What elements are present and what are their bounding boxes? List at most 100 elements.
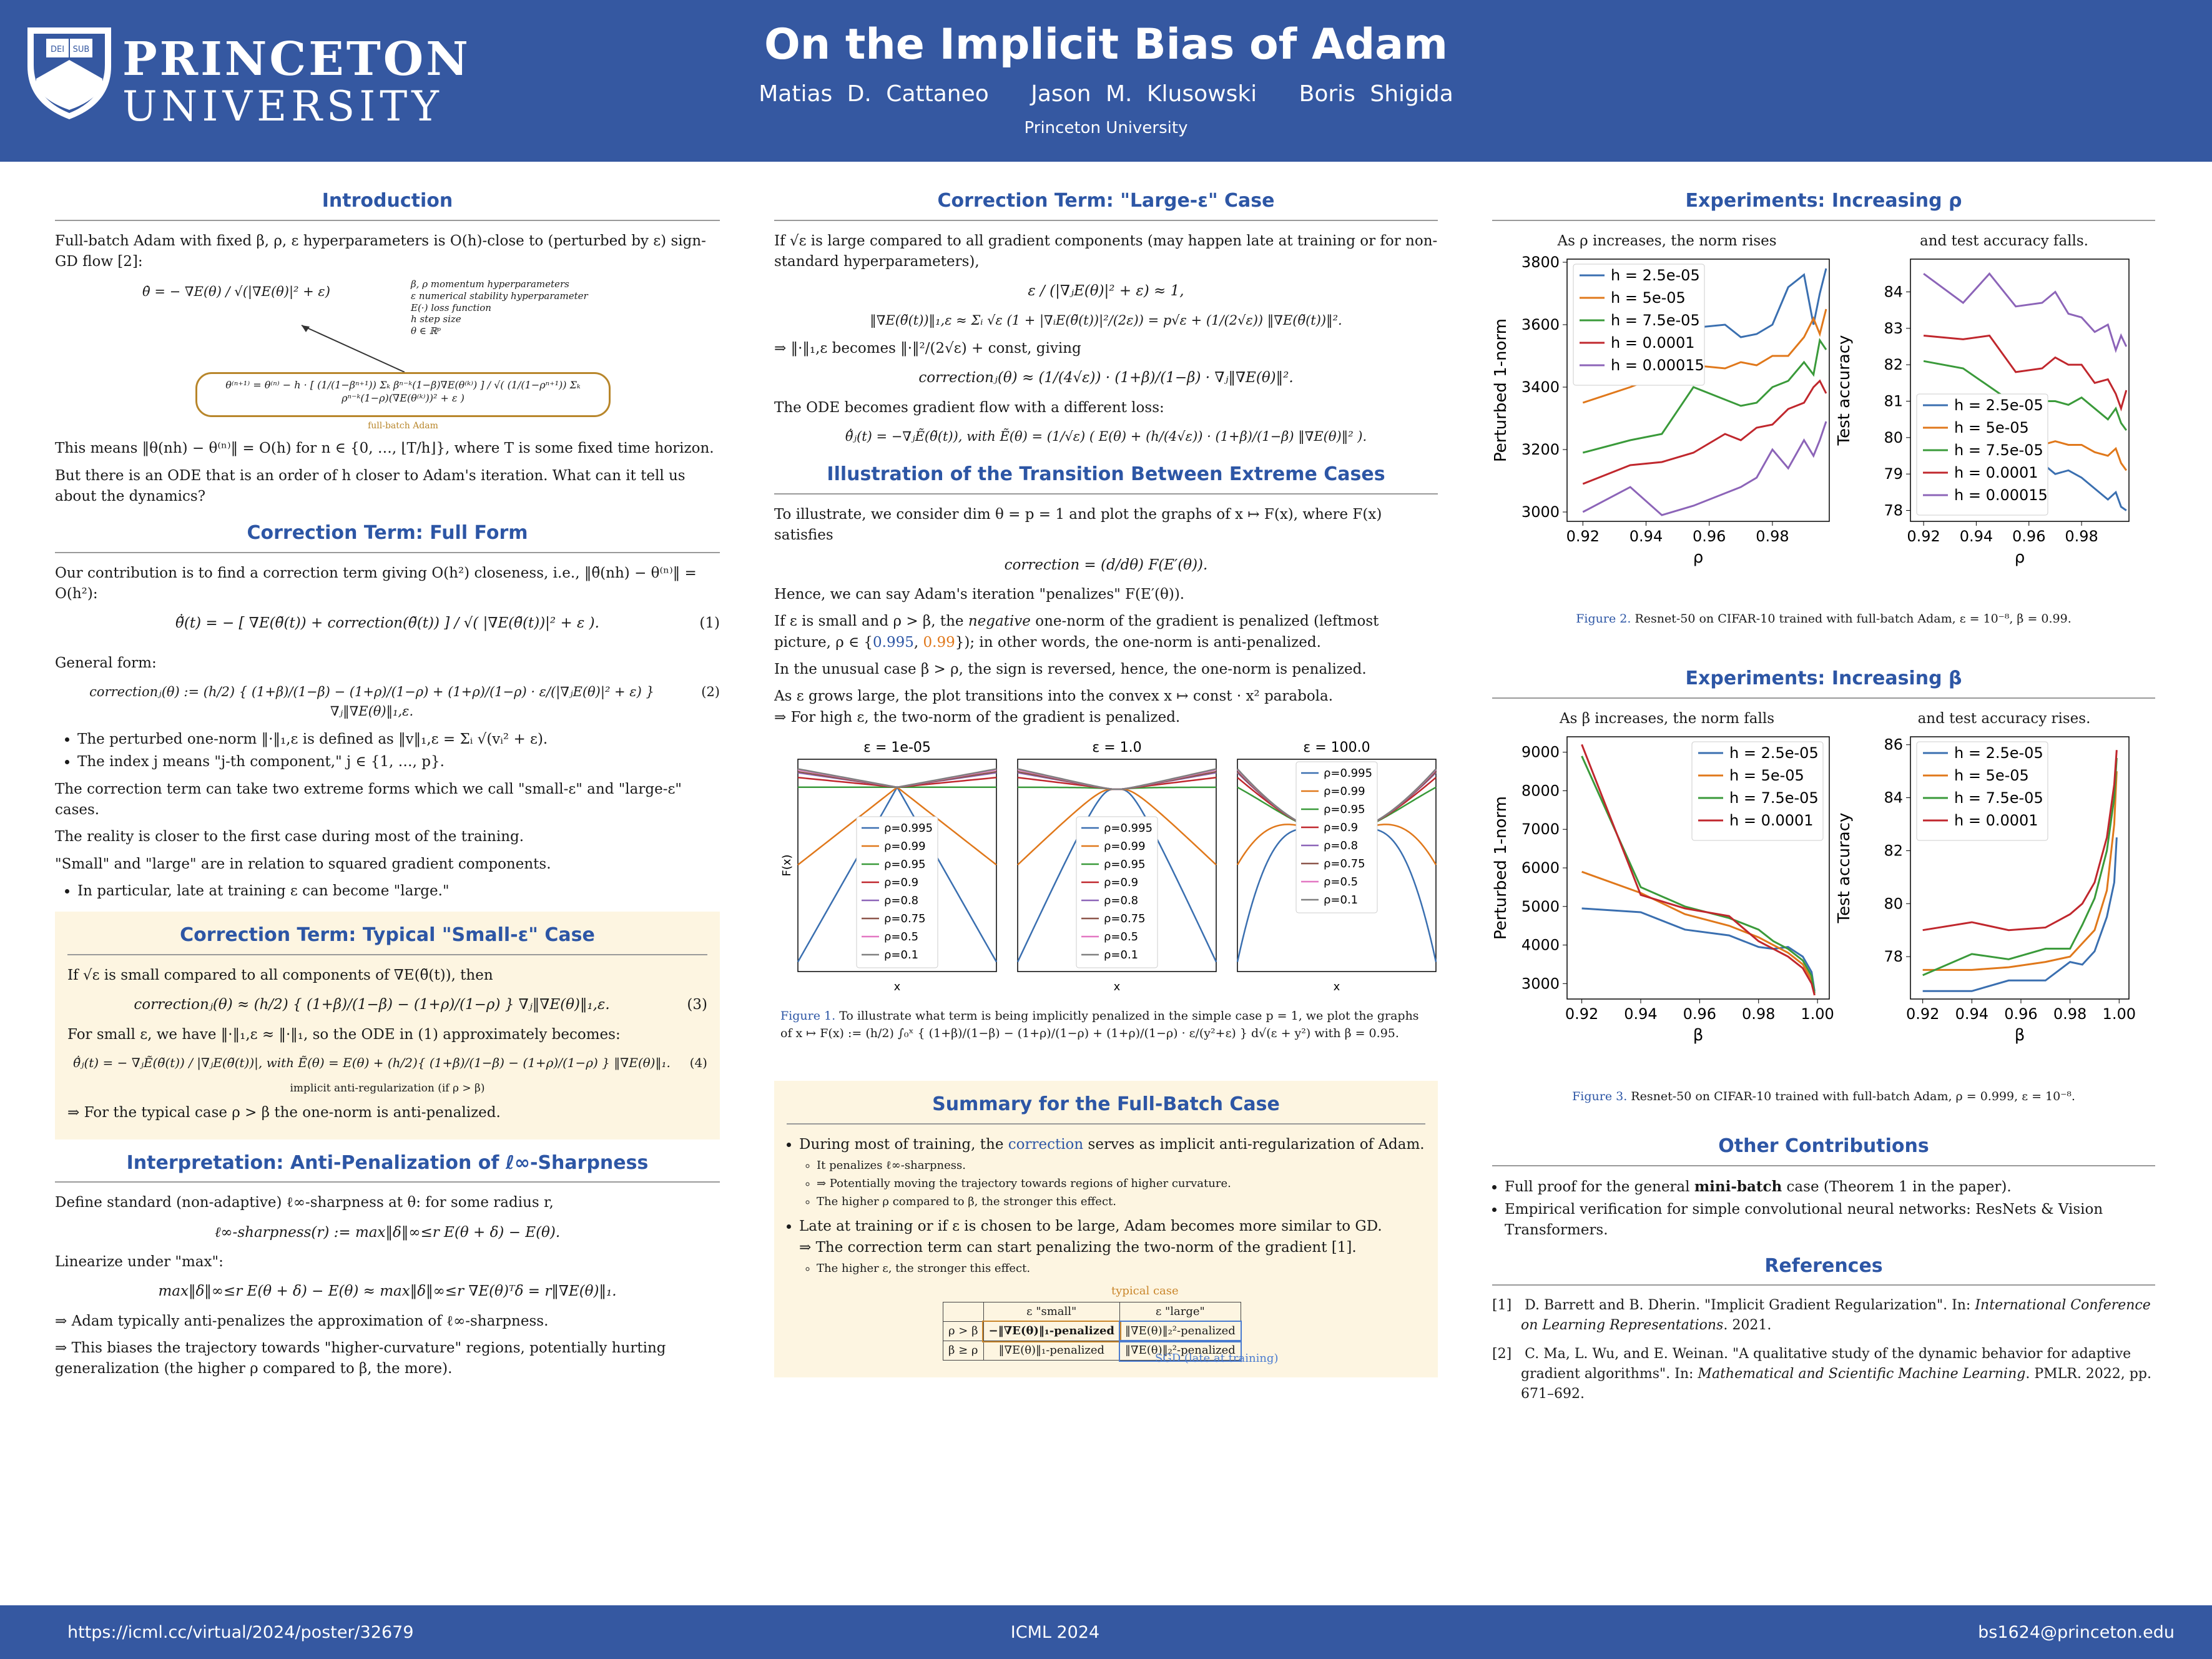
large-eps-equation: correctionⱼ(θ) ≈ (1/(4√ε)) · (1+β)/(1−β)…: [918, 370, 1294, 386]
legend-label: ρ=0.9: [1104, 876, 1138, 889]
small-eps-paragraph: For small ε, we have ‖·‖₁,ε ≈ ‖·‖₁, so t…: [67, 1026, 621, 1043]
x-tick-label: 0.96: [1683, 1005, 1716, 1023]
legend-label: h = 0.00015: [1611, 357, 1704, 374]
list-item: The perturbed one-norm ‖·‖₁,ε is defined…: [77, 729, 720, 750]
x-axis-label: β: [2015, 1026, 2025, 1045]
legend-label: ρ=0.95: [1324, 803, 1365, 816]
y-tick-label: 3400: [1521, 378, 1560, 396]
y-tick-label: 7000: [1521, 820, 1560, 838]
legend-box: [1691, 741, 1824, 841]
text-span: case (Theorem 1 in the paper).: [1782, 1178, 2012, 1195]
reference-item: [1] D. Barrett and B. Dherin. "Implicit …: [1492, 1296, 2155, 1336]
legend-label: ρ=0.995: [1104, 822, 1153, 835]
caption-label: Figure 3.: [1572, 1089, 1628, 1103]
large-eps-paragraph: The ODE becomes gradient flow with a dif…: [774, 399, 1164, 416]
section-title-other: Other Contributions: [1492, 1133, 2155, 1166]
interp-paragraph: ⇒ This biases the trajectory towards "hi…: [55, 1340, 666, 1377]
figure-2-caption: Figure 2. Resnet-50 on CIFAR-10 trained …: [1498, 611, 2149, 628]
interp-paragraph: Define standard (non-adaptive) ℓ∞-sharpn…: [55, 1194, 554, 1211]
table-cell: −‖∇E(θ)‖₁-penalized: [982, 1320, 1121, 1342]
princeton-logo: DEI SUB PRINCETON UNIVERSITY: [22, 22, 468, 130]
list-item: Late at training or if ε is chosen to be…: [799, 1216, 1425, 1277]
transition-paragraph: ⇒ For high ε, the two-norm of the gradie…: [774, 709, 1181, 726]
legend-label: ρ=0.75: [884, 912, 926, 925]
poster-url-link[interactable]: https://icml.cc/virtual/2024/poster/3267…: [67, 1623, 414, 1642]
section-title-full-form: Correction Term: Full Form: [55, 519, 720, 553]
summary-table: ε "small" ε "large" ρ > β −‖∇E(θ)‖₁-penali…: [943, 1302, 1242, 1362]
legend-label: h = 0.0001: [1954, 464, 2038, 481]
figure-1: ε = 1e-05 x F(x) ρ=0.995 ρ=0.99 ρ=0.95 ρ=0.9 ρ=…: [774, 734, 1438, 1003]
x-tick-label: 0.94: [1624, 1005, 1657, 1023]
x-tick-label: 0.98: [2053, 1005, 2087, 1023]
full-form-paragraph: General form:: [55, 654, 157, 671]
y-tick-label: 83: [1884, 319, 1903, 337]
table-cell: ρ > β: [943, 1321, 984, 1342]
transition-paragraph: If ε is small and ρ > β, the negative on…: [774, 613, 1379, 651]
x-tick-label: 0.98: [1742, 1005, 1775, 1023]
list-item: During most of training, the correction …: [799, 1135, 1425, 1211]
author-name: Matias D. Cattaneo: [759, 81, 989, 107]
figure-3: As β increases, the norm falls and test …: [1492, 709, 2155, 1083]
equation-number: (4): [689, 1055, 707, 1070]
text-span: mini-batch: [1694, 1178, 1782, 1195]
figure-3-subtitle-left: As β increases, the norm falls: [1559, 710, 1775, 727]
x-tick-label: 0.96: [2004, 1005, 2037, 1023]
equation-text: θ̃̇(t) = − [ ∇E(θ̃(t)) + correction(θ̃(t…: [175, 615, 599, 632]
series-line: [1922, 837, 2118, 992]
figure-2: As ρ increases, the norm rises and test …: [1492, 231, 2155, 606]
intro-equation-block: θ̇ = − ∇E(θ) / √(|∇E(θ)|² + ε) β, ρ mome…: [55, 278, 720, 435]
list-item: ⇒ Potentially moving the trajectory towa…: [817, 1176, 1425, 1192]
table-cell: ε "large": [1119, 1302, 1241, 1322]
y-tick-label: 3800: [1521, 254, 1560, 271]
y-tick-label: 82: [1884, 842, 1903, 859]
section-title-exp-beta: Experiments: Increasing β: [1492, 665, 2155, 699]
intro-paragraph: But there is an ODE that is an order of …: [55, 467, 686, 505]
reference-item: [2] C. Ma, L. Wu, and E. Weinan. "A qual…: [1492, 1344, 2155, 1404]
y-axis-label: Perturbed 1-norm: [1492, 796, 1510, 940]
list-item: Empirical verification for simple convol…: [1505, 1199, 2155, 1241]
series-line: [1923, 272, 2128, 353]
column-left: Introduction Full-batch Adam with fixed …: [55, 187, 720, 1386]
legend-label: ρ=0.99: [1324, 785, 1365, 798]
full-batch-adam-equation: θ⁽ⁿ⁺¹⁾ = θ⁽ⁿ⁾ − h · [ (1/(1−βⁿ⁺¹)) Σₖ βⁿ…: [195, 372, 611, 418]
y-tick-label: 8000: [1521, 782, 1560, 799]
equation-text: correctionⱼ(θ) := (h/2) { (1+β)/(1−β) − …: [89, 684, 654, 719]
y-tick-label: 80: [1884, 895, 1903, 912]
legend-line: E(·) loss function: [411, 302, 491, 313]
logo-wordmark-line2: UNIVERSITY: [122, 82, 443, 130]
sharpness-equation: ℓ∞-sharpness(r) := max‖δ‖∞≤r E(θ + δ) − …: [214, 1224, 561, 1241]
x-axis-label: x: [894, 980, 901, 993]
section-title-introduction: Introduction: [55, 187, 720, 221]
series-line: [1581, 907, 1816, 992]
chart-title: ε = 1.0: [1092, 740, 1141, 756]
caption-text: Resnet-50 on CIFAR-10 trained with full-…: [1631, 1089, 2075, 1103]
series-line: [1922, 770, 2118, 971]
equation-number: (2): [701, 684, 720, 700]
transition-paragraph: Hence, we can say Adam's iteration "pena…: [774, 586, 1185, 603]
legend-label: h = 7.5e-05: [1954, 441, 2043, 459]
text-span: one-norm of the gradient is penalized (l…: [774, 613, 1379, 651]
text-span: negative: [968, 613, 1031, 630]
legend-label: ρ=0.995: [1324, 767, 1372, 780]
legend-label: ρ=0.1: [1324, 893, 1358, 907]
reference-number: [2]: [1492, 1346, 1512, 1362]
x-tick-label: 0.92: [1566, 528, 1600, 545]
series-line: [1581, 870, 1816, 995]
table-cell: ‖∇E(θ)‖₁-penalized: [983, 1341, 1121, 1361]
legend-label: ρ=0.75: [1104, 912, 1146, 925]
interp-paragraph: ⇒ Adam typically anti-penalizes the appr…: [55, 1312, 549, 1329]
text-span: ⇒ The correction term can start penalizi…: [799, 1239, 1357, 1256]
svg-text:DEI: DEI: [51, 45, 64, 54]
text-span: }); in other words, the one-norm is anti…: [955, 634, 1321, 651]
legend-label: h = 7.5e-05: [1954, 789, 2043, 807]
section-title-summary: Summary for the Full-Batch Case: [787, 1091, 1425, 1125]
large-eps-equation: θ̃̇ⱼ(t) = −∇ⱼẼ(θ̃(t)), with Ẽ(θ) = (1/√ε…: [845, 429, 1367, 444]
email-link[interactable]: bs1624@princeton.edu: [1978, 1623, 2175, 1642]
legend-label: h = 7.5e-05: [1611, 312, 1700, 329]
table-cell: ‖∇E(θ)‖₂²-penalized: [1118, 1339, 1242, 1362]
legend-box: [1076, 816, 1158, 968]
legend-label: h = 0.0001: [1729, 812, 1814, 829]
table-row: β ≥ ρ ‖∇E(θ)‖₁-penalized ‖∇E(θ)‖₂²-penaliz…: [943, 1339, 1242, 1362]
reference-list: [1] D. Barrett and B. Dherin. "Implicit …: [1492, 1296, 2155, 1404]
figure-3-subtitle-right: and test accuracy rises.: [1917, 710, 2091, 727]
